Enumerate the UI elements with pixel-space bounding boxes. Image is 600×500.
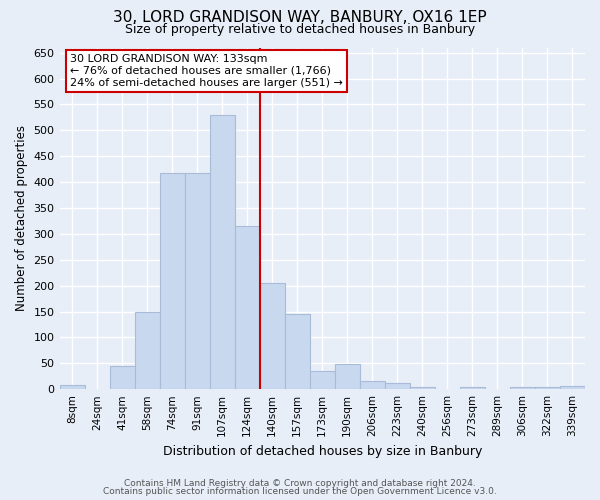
X-axis label: Distribution of detached houses by size in Banbury: Distribution of detached houses by size … xyxy=(163,444,482,458)
Bar xyxy=(285,314,310,389)
Bar xyxy=(460,386,485,389)
Text: Contains public sector information licensed under the Open Government Licence v3: Contains public sector information licen… xyxy=(103,487,497,496)
Bar xyxy=(185,174,209,389)
Bar xyxy=(360,382,385,389)
Bar xyxy=(134,312,160,389)
Y-axis label: Number of detached properties: Number of detached properties xyxy=(15,126,28,312)
Bar xyxy=(235,226,260,389)
Text: 30 LORD GRANDISON WAY: 133sqm
← 76% of detached houses are smaller (1,766)
24% o: 30 LORD GRANDISON WAY: 133sqm ← 76% of d… xyxy=(70,54,343,88)
Bar xyxy=(535,386,560,389)
Text: Size of property relative to detached houses in Banbury: Size of property relative to detached ho… xyxy=(125,22,475,36)
Bar xyxy=(260,283,285,389)
Bar xyxy=(310,371,335,389)
Bar xyxy=(410,386,435,389)
Bar xyxy=(160,174,185,389)
Bar xyxy=(110,366,134,389)
Text: 30, LORD GRANDISON WAY, BANBURY, OX16 1EP: 30, LORD GRANDISON WAY, BANBURY, OX16 1E… xyxy=(113,10,487,25)
Bar xyxy=(560,386,585,389)
Bar xyxy=(385,383,410,389)
Bar xyxy=(59,385,85,389)
Bar xyxy=(209,115,235,389)
Bar xyxy=(510,386,535,389)
Bar xyxy=(335,364,360,389)
Text: Contains HM Land Registry data © Crown copyright and database right 2024.: Contains HM Land Registry data © Crown c… xyxy=(124,478,476,488)
